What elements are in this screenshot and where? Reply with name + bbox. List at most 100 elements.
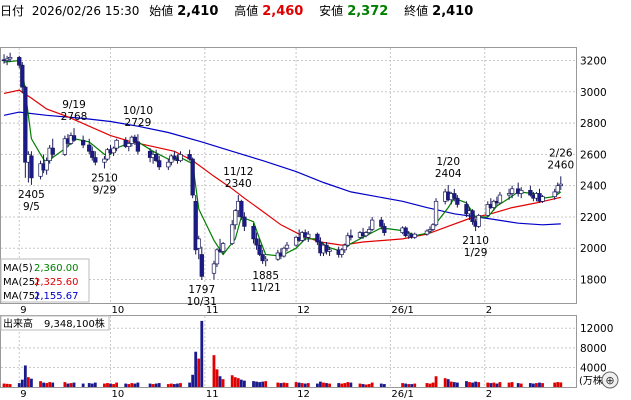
x-tick-label: 26/1 [391, 305, 413, 316]
volume-bar [300, 383, 304, 387]
zoom-icon[interactable]: ⊕ [605, 374, 614, 387]
candle [552, 188, 557, 200]
volume-bar [410, 384, 414, 387]
candle [342, 243, 347, 253]
candle-body [257, 244, 262, 255]
volume-bar [8, 384, 12, 387]
candle [20, 62, 25, 94]
volume-bar [343, 383, 347, 387]
volume-bar [346, 382, 350, 387]
price-tick-label: 3000 [580, 87, 607, 99]
volume-bar [179, 383, 182, 387]
candle [455, 195, 460, 208]
candle-body [491, 200, 497, 208]
x-tick-label: 26/1 [391, 389, 413, 400]
volume-bar [325, 383, 328, 387]
candle [476, 213, 481, 228]
candle [29, 151, 34, 185]
volume-bar [200, 320, 204, 387]
low-value: 2,372 [347, 4, 389, 19]
candle-body [135, 141, 141, 152]
candle [370, 216, 375, 232]
volume-bar [413, 383, 417, 387]
candle-body [71, 135, 77, 141]
volume-bar [252, 381, 255, 387]
candle [555, 182, 560, 194]
x-tick-label: 2 [486, 389, 492, 400]
price-annotation-text: 9/5 [23, 201, 40, 213]
candle-body [196, 238, 201, 249]
low-label: 安値 [319, 4, 344, 18]
volume-tick-label: 12000 [580, 323, 613, 335]
candle-body [430, 224, 436, 230]
price-annotation-text: 2405 [18, 189, 45, 201]
price-annotation-text: 2/26 [549, 147, 573, 159]
x-tick-label: 11 [206, 389, 219, 400]
zoom-control[interactable]: ⊕ [601, 371, 619, 389]
candle-body [80, 139, 86, 146]
volume-bar [282, 382, 286, 387]
candle [157, 155, 162, 171]
x-tick-label: 2 [486, 305, 492, 316]
candle-body [7, 57, 13, 60]
volume-bar [87, 383, 91, 387]
volume-bar [20, 379, 24, 387]
volume-bar [319, 381, 322, 387]
volume-bar [63, 382, 67, 387]
volume-bar [370, 382, 374, 387]
volume-bar [361, 384, 365, 387]
volume-bar [30, 378, 33, 387]
volume-bar [443, 378, 447, 387]
open-value: 2,410 [177, 4, 219, 19]
volume-bar [215, 369, 219, 387]
candle [403, 226, 408, 238]
volume-bar [322, 382, 325, 387]
candle-body [172, 155, 177, 160]
candle-body [102, 158, 107, 163]
price-annotation-text: 1797 [188, 284, 215, 296]
candle-body [187, 154, 192, 160]
candle [23, 85, 28, 178]
volume-bar [337, 383, 341, 387]
candle-body [324, 244, 329, 252]
candle [214, 248, 220, 268]
candle-body [281, 247, 287, 257]
price-annotation-text: 2510 [91, 172, 118, 184]
price-annotation-text: 2729 [125, 117, 152, 129]
candle-body [166, 161, 171, 168]
volume-bar [51, 382, 55, 387]
volume-bar [154, 383, 158, 387]
candle-body [178, 154, 183, 161]
candle [87, 138, 92, 155]
candle [126, 141, 131, 152]
stock-chart: 1800 2000 2200 2400 2600 2800 3000 3200 4000 8000… [0, 47, 619, 400]
candle-body [190, 158, 195, 196]
candle [412, 232, 417, 239]
candle-body [114, 139, 119, 149]
candle-body [306, 233, 311, 238]
candle-body [528, 190, 533, 196]
candle [260, 249, 265, 264]
candle [199, 246, 204, 281]
candle-body [519, 190, 524, 194]
candle-body [242, 216, 247, 227]
candle-body [239, 200, 244, 218]
candle [558, 176, 563, 191]
candle-body [126, 143, 131, 147]
volume-bar [39, 381, 42, 387]
candle [430, 223, 436, 232]
candle-body [284, 244, 290, 249]
candle [111, 146, 116, 156]
x-tick-label: 9 [20, 389, 26, 400]
ma75-line [3, 111, 561, 226]
candle [220, 241, 226, 255]
volume-bar [239, 379, 243, 387]
x-tick-label: 12 [297, 389, 310, 400]
candle [166, 159, 171, 171]
volume-bar [255, 381, 258, 387]
volume-bar [474, 381, 478, 387]
volume-bar [218, 376, 222, 387]
volume-bar [169, 383, 173, 387]
candle-body [199, 254, 204, 277]
candle-body [254, 238, 259, 246]
